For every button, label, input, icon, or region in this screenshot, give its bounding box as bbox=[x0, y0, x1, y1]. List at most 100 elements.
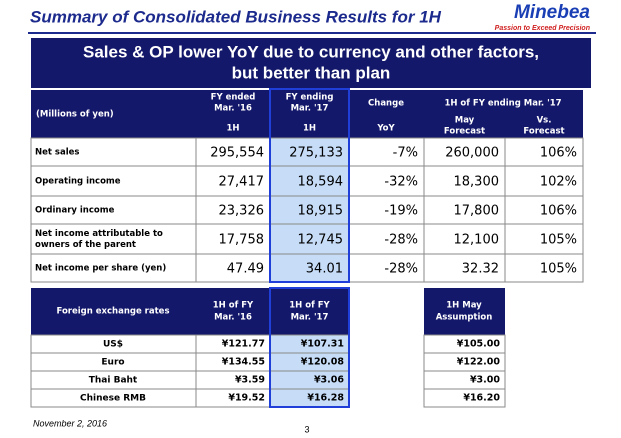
banner bbox=[31, 38, 591, 88]
tagline: Passion to Exceed Precision bbox=[495, 25, 590, 32]
cell-value: ¥16.20 bbox=[463, 393, 500, 404]
cell-value: ¥134.55 bbox=[222, 357, 265, 368]
table-cell bbox=[504, 137, 584, 167]
table-cell bbox=[504, 253, 584, 283]
cell-value: ¥3.00 bbox=[470, 375, 500, 386]
cell-value: 32.32 bbox=[462, 262, 499, 277]
row-label: Operating income bbox=[35, 177, 121, 187]
table-header bbox=[31, 90, 583, 138]
unit-label: (Millions of yen) bbox=[36, 110, 114, 120]
cell-value: 275,133 bbox=[289, 146, 343, 161]
table-cell bbox=[30, 253, 197, 283]
cell-value: 18,594 bbox=[298, 175, 344, 190]
row-label: Net income attributable to bbox=[35, 229, 163, 239]
cell-value: ¥3.06 bbox=[314, 375, 344, 386]
column-header: 1H of FY bbox=[213, 301, 254, 311]
table-cell bbox=[504, 195, 584, 225]
column-header: Mar. '17 bbox=[291, 104, 329, 114]
cell-value: ¥19.52 bbox=[228, 393, 265, 404]
row-label: Net sales bbox=[35, 148, 79, 158]
column-header: 1H of FY bbox=[289, 301, 330, 311]
column-header: 1H May bbox=[446, 301, 482, 311]
cell-value: ¥120.08 bbox=[301, 357, 345, 368]
table-cell bbox=[423, 388, 506, 408]
table-cell bbox=[504, 223, 584, 255]
cell-value: 12,745 bbox=[298, 233, 344, 248]
cell-value: 106% bbox=[540, 146, 577, 161]
row-label: Euro bbox=[101, 358, 124, 368]
cell-value: ¥16.28 bbox=[307, 393, 344, 404]
cell-value: 17,800 bbox=[454, 204, 500, 219]
column-header: 1H bbox=[226, 124, 239, 134]
cell-value: ¥121.77 bbox=[222, 339, 265, 350]
cell-value: 105% bbox=[540, 233, 577, 248]
banner-line: Sales & OP lower YoY due to currency and… bbox=[83, 42, 539, 61]
cell-value: 34.01 bbox=[306, 262, 343, 277]
table-cell bbox=[423, 137, 506, 167]
table-cell bbox=[269, 195, 350, 225]
table-cell bbox=[30, 165, 197, 197]
column-header: Mar. '16 bbox=[214, 104, 252, 114]
highlight-border bbox=[269, 287, 350, 408]
cell-value: 18,915 bbox=[298, 204, 344, 219]
banner-line: but better than plan bbox=[232, 63, 391, 82]
table-cell bbox=[269, 223, 350, 255]
cell-value: 102% bbox=[540, 175, 577, 190]
table-cell bbox=[195, 223, 271, 255]
cell-value: 23,326 bbox=[219, 204, 265, 219]
cell-value: 47.49 bbox=[227, 262, 264, 277]
column-header: Mar. '16 bbox=[214, 313, 252, 323]
table-cell bbox=[504, 165, 584, 197]
column-header: Change bbox=[368, 99, 404, 109]
column-header: YoY bbox=[376, 124, 395, 134]
fx-header-label: Foreign exchange rates bbox=[56, 307, 169, 317]
cell-value: 295,554 bbox=[210, 146, 264, 161]
column-header: Forecast bbox=[444, 127, 485, 137]
fx-header bbox=[424, 288, 505, 335]
column-header: Vs. bbox=[537, 116, 552, 126]
cell-value: -19% bbox=[384, 204, 418, 219]
date: November 2, 2016 bbox=[33, 418, 107, 428]
table-cell bbox=[269, 253, 350, 283]
column-header: May bbox=[455, 116, 475, 126]
row-label: Ordinary income bbox=[35, 206, 115, 216]
row-label: Net income per share (yen) bbox=[35, 264, 166, 274]
highlight-border bbox=[269, 88, 350, 283]
table-cell bbox=[30, 223, 197, 255]
row-label: Chinese RMB bbox=[80, 394, 146, 404]
table-cell bbox=[195, 195, 271, 225]
table-cell bbox=[269, 165, 350, 197]
group-header: 1H of FY ending Mar. '17 bbox=[444, 99, 561, 109]
cell-value: ¥105.00 bbox=[457, 339, 501, 350]
table-cell bbox=[195, 253, 271, 283]
column-header: Forecast bbox=[523, 127, 564, 137]
column-header: FY ending bbox=[286, 93, 334, 103]
column-header: 1H bbox=[303, 124, 316, 134]
cell-value: 105% bbox=[540, 262, 577, 277]
cell-value: -7% bbox=[393, 146, 418, 161]
table-cell bbox=[348, 253, 425, 283]
cell-value: 260,000 bbox=[445, 146, 499, 161]
row-label: US$ bbox=[103, 340, 123, 350]
cell-value: ¥122.00 bbox=[457, 357, 501, 368]
cell-value: -32% bbox=[384, 175, 418, 190]
logo: Minebea bbox=[514, 2, 590, 23]
cell-value: ¥3.59 bbox=[235, 375, 265, 386]
row-label: owners of the parent bbox=[35, 240, 136, 250]
table-cell bbox=[423, 253, 506, 283]
cell-value: 27,417 bbox=[219, 175, 265, 190]
cell-value: 18,300 bbox=[454, 175, 500, 190]
row-label: Thai Baht bbox=[89, 376, 138, 386]
table-cell bbox=[30, 195, 197, 225]
cell-value: 17,758 bbox=[219, 233, 265, 248]
cell-value: ¥107.31 bbox=[301, 339, 344, 350]
column-header: FY ended bbox=[211, 93, 256, 103]
cell-value: 12,100 bbox=[454, 233, 500, 248]
cell-value: 106% bbox=[540, 204, 577, 219]
column-header: Mar. '17 bbox=[291, 313, 329, 323]
cell-value: -28% bbox=[384, 262, 418, 277]
fx-header bbox=[31, 288, 349, 335]
table-cell bbox=[195, 137, 271, 167]
slide-title: Summary of Consolidated Business Results… bbox=[30, 7, 442, 26]
